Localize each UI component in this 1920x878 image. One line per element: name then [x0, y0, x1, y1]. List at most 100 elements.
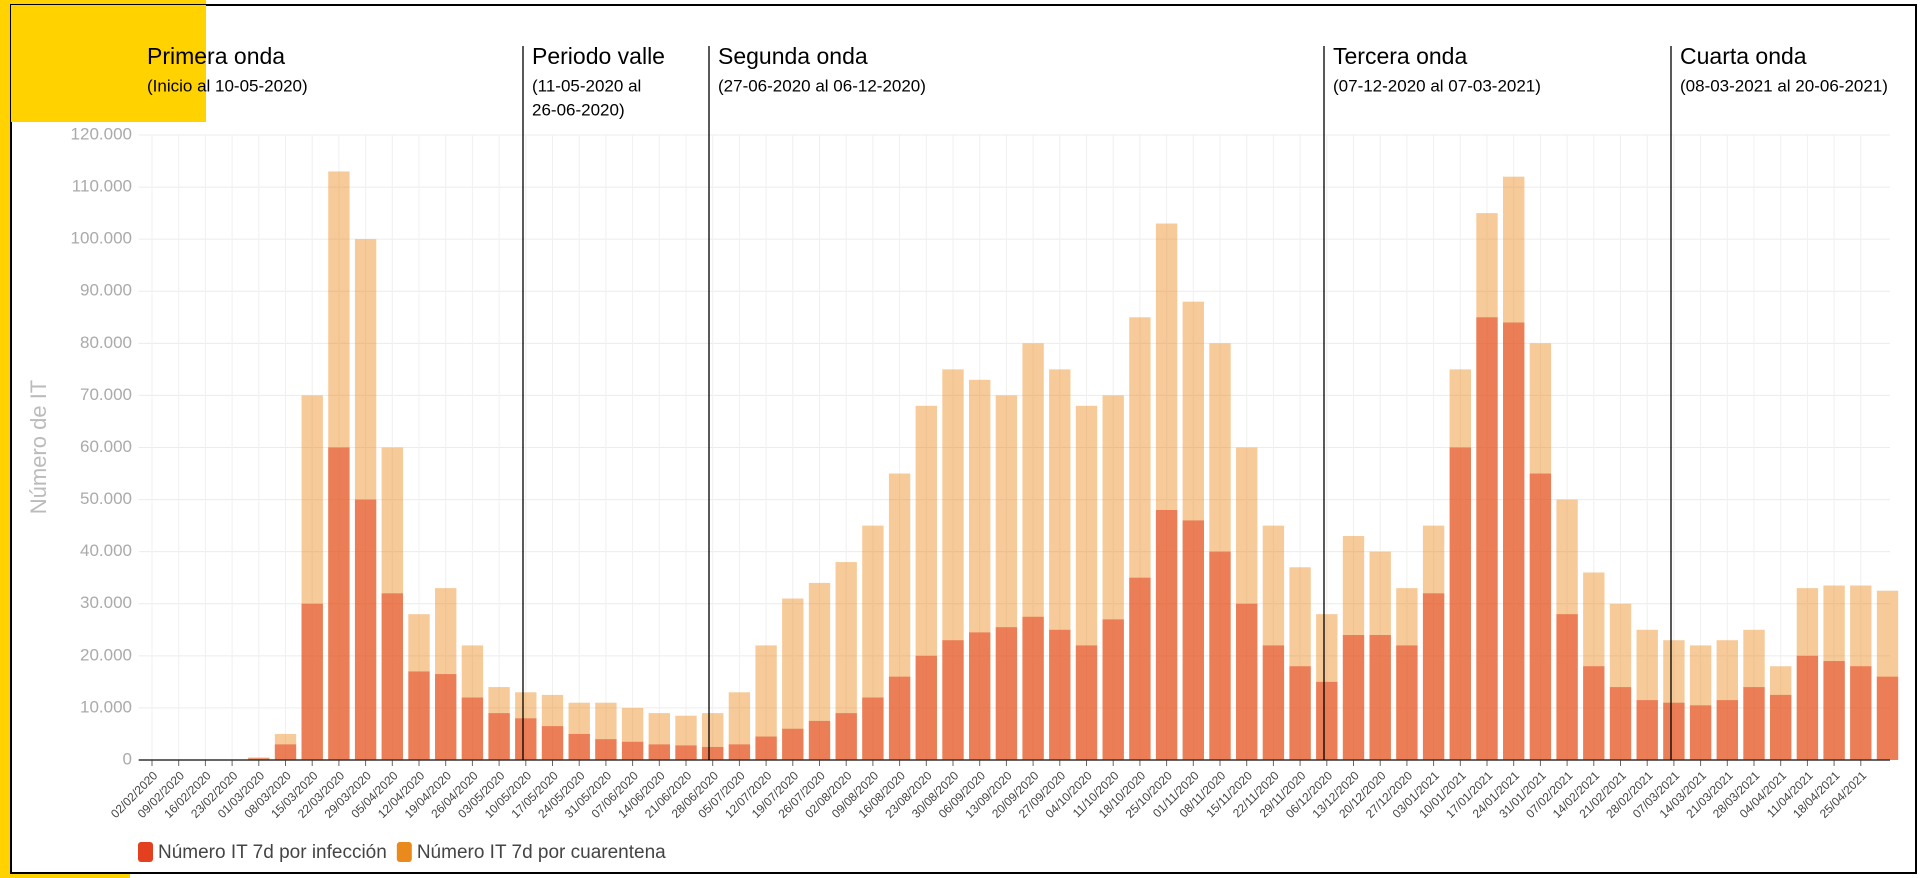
bar	[835, 562, 857, 760]
bar	[1663, 702, 1685, 760]
bar	[1236, 603, 1258, 760]
bar	[1209, 551, 1231, 760]
y-tick-label: 30.000	[80, 593, 132, 612]
y-tick-label: 110.000	[72, 177, 132, 196]
annotation-title: Periodo valle	[532, 43, 665, 69]
bar	[274, 744, 297, 760]
bar	[995, 627, 1018, 760]
bar	[835, 713, 857, 760]
bar	[1316, 681, 1338, 760]
y-tick-label: 60.000	[80, 437, 132, 456]
y-tick-label: 90.000	[80, 281, 132, 300]
y-tick-label: 20.000	[80, 645, 132, 664]
y-axis-label: Número de IT	[26, 380, 51, 515]
bar	[1583, 666, 1605, 760]
bar	[728, 692, 751, 760]
bar	[1289, 666, 1311, 760]
bar	[702, 746, 724, 760]
bar	[1102, 619, 1124, 760]
bar	[1155, 510, 1178, 760]
bar	[1449, 447, 1471, 760]
bar	[969, 632, 991, 760]
y-tick-label: 0	[123, 749, 132, 768]
bar	[915, 655, 937, 760]
bar	[1716, 700, 1738, 760]
annotation-title: Segunda onda	[718, 43, 868, 69]
bar	[755, 645, 777, 760]
bar	[328, 447, 350, 760]
bar	[488, 713, 510, 760]
annotation-title: Tercera onda	[1333, 43, 1467, 69]
annotation-subtitle: 26-06-2020)	[532, 100, 625, 119]
y-tick-label: 80.000	[80, 333, 132, 352]
bar	[1636, 700, 1658, 760]
bar	[1743, 687, 1765, 760]
bar	[1022, 616, 1044, 760]
bar	[675, 745, 697, 760]
bar	[782, 598, 804, 760]
bar	[461, 697, 484, 760]
bar	[755, 736, 777, 760]
bar	[1609, 687, 1632, 760]
bar	[1876, 676, 1899, 760]
bar	[354, 499, 377, 760]
annotation-subtitle: (07-12-2020 al 07-03-2021)	[1333, 76, 1541, 95]
annotation-subtitle: (Inicio al 10-05-2020)	[147, 76, 308, 95]
bar	[1396, 645, 1418, 760]
bar	[1529, 473, 1552, 760]
bar	[942, 640, 964, 760]
bar	[808, 582, 831, 760]
bar	[1796, 655, 1819, 760]
annotation-subtitle: (08-03-2021 al 20-06-2021)	[1680, 76, 1888, 95]
bar	[515, 718, 537, 760]
bar	[1369, 635, 1391, 760]
annotation-subtitle: (27-06-2020 al 06-12-2020)	[718, 76, 926, 95]
y-tick-label: 40.000	[80, 541, 132, 560]
y-tick-label: 120.000	[71, 124, 132, 143]
bar	[808, 720, 831, 760]
bar	[648, 744, 670, 760]
bar	[621, 741, 644, 760]
bar	[728, 744, 751, 760]
bar	[1182, 520, 1204, 760]
bar	[1556, 614, 1578, 760]
bar	[782, 728, 804, 760]
annotation-subtitle: (11-05-2020 al	[532, 76, 641, 95]
decor-block	[11, 5, 206, 122]
bar	[248, 758, 270, 760]
decor-strip	[0, 0, 10, 878]
bar	[381, 593, 403, 760]
bar	[1342, 635, 1365, 760]
bar	[1823, 661, 1845, 760]
y-tick-label: 100.000	[71, 229, 132, 248]
bar	[1422, 593, 1445, 760]
bar	[408, 671, 430, 760]
bar	[1075, 645, 1098, 760]
annotation-title: Cuarta onda	[1680, 43, 1807, 69]
bar	[862, 697, 884, 760]
bar	[1689, 705, 1712, 760]
y-tick-label: 10.000	[80, 697, 132, 716]
bar	[541, 726, 564, 760]
bar	[1049, 629, 1071, 760]
bar	[301, 603, 323, 760]
bar	[568, 733, 590, 760]
legend-swatch	[138, 842, 153, 862]
bar	[1476, 317, 1498, 760]
bar	[1850, 666, 1872, 760]
legend-swatch	[396, 842, 412, 862]
y-tick-label: 50.000	[80, 489, 132, 508]
bar	[888, 676, 911, 760]
y-tick-label: 70.000	[80, 385, 132, 404]
legend-label: Número IT 7d por cuarentena	[417, 842, 666, 863]
bar	[435, 674, 457, 760]
legend-label: Número IT 7d por infección	[158, 842, 387, 863]
bar	[1503, 322, 1525, 760]
bar	[1129, 577, 1151, 760]
bar	[1770, 694, 1792, 760]
bar	[1262, 645, 1285, 760]
annotation-title: Primera onda	[147, 43, 285, 69]
bar	[595, 739, 617, 760]
